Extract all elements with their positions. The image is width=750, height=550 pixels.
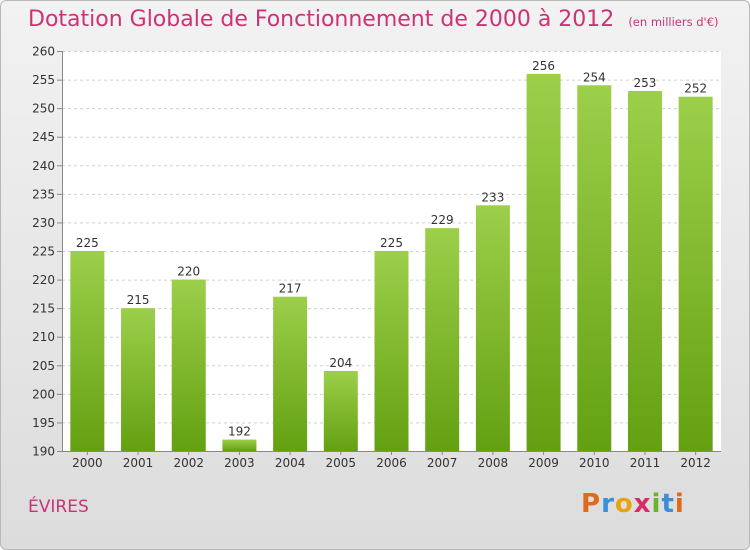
data-label-2001: 215 bbox=[127, 293, 150, 307]
x-tick-label-2007: 2007 bbox=[427, 456, 458, 470]
x-tick-label-2006: 2006 bbox=[376, 456, 407, 470]
logo-letter: r bbox=[601, 489, 615, 519]
proxiti-logo: Proxiti bbox=[581, 489, 685, 519]
bar-2002 bbox=[171, 279, 206, 451]
y-tick-label: 195 bbox=[32, 416, 55, 430]
y-tick-label: 220 bbox=[32, 273, 55, 287]
bar-2012 bbox=[678, 96, 713, 451]
data-label-2010: 254 bbox=[583, 70, 606, 84]
y-tick-label: 255 bbox=[32, 73, 55, 87]
data-label-2011: 253 bbox=[634, 76, 657, 90]
data-label-2007: 229 bbox=[431, 213, 454, 227]
bar-2000 bbox=[70, 251, 105, 451]
bar-2009 bbox=[526, 73, 561, 451]
y-tick-label: 225 bbox=[32, 245, 55, 259]
x-tick-label-2000: 2000 bbox=[72, 456, 103, 470]
y-tick-label: 200 bbox=[32, 387, 55, 401]
y-tick-label: 235 bbox=[32, 187, 55, 201]
y-tick-label: 190 bbox=[32, 445, 55, 459]
logo-letter: i bbox=[674, 489, 685, 519]
data-label-2008: 233 bbox=[481, 190, 504, 204]
logo-letter: t bbox=[661, 489, 675, 519]
x-tick-label-2004: 2004 bbox=[275, 456, 306, 470]
logo-letter: i bbox=[651, 489, 662, 519]
x-tick-label-2010: 2010 bbox=[579, 456, 610, 470]
y-tick-label: 260 bbox=[32, 45, 55, 59]
bar-2007 bbox=[425, 228, 460, 451]
y-tick-label: 230 bbox=[32, 216, 55, 230]
x-tick-label-2009: 2009 bbox=[528, 456, 559, 470]
bar-2004 bbox=[273, 296, 308, 451]
chart-unit: (en milliers d'€) bbox=[628, 15, 719, 29]
bar-2010 bbox=[577, 85, 612, 452]
data-label-2012: 252 bbox=[684, 82, 707, 96]
x-tick-label-2003: 2003 bbox=[224, 456, 255, 470]
logo-letter: P bbox=[581, 489, 602, 519]
bar-2003 bbox=[222, 439, 257, 451]
data-label-2000: 225 bbox=[76, 236, 99, 250]
bar-2005 bbox=[323, 371, 358, 451]
place-name: ÉVIRES bbox=[28, 497, 89, 517]
data-label-2009: 256 bbox=[532, 59, 555, 73]
bar-2008 bbox=[475, 205, 510, 451]
data-label-2006: 225 bbox=[380, 236, 403, 250]
y-tick-label: 240 bbox=[32, 159, 55, 173]
chart-title: Dotation Globale de Fonctionnement de 20… bbox=[28, 7, 615, 32]
data-label-2005: 204 bbox=[329, 356, 352, 370]
y-tick-label: 250 bbox=[32, 102, 55, 116]
data-label-2003: 192 bbox=[228, 425, 251, 439]
x-tick-label-2008: 2008 bbox=[478, 456, 509, 470]
logo-letter: o bbox=[614, 489, 634, 519]
x-tick-label-2005: 2005 bbox=[326, 456, 357, 470]
y-tick-label: 210 bbox=[32, 330, 55, 344]
bar-2006 bbox=[374, 251, 409, 451]
data-label-2004: 217 bbox=[279, 282, 302, 296]
y-tick-label: 205 bbox=[32, 359, 55, 373]
logo-letter: x bbox=[633, 489, 652, 519]
chart-title-block: Dotation Globale de Fonctionnement de 20… bbox=[28, 7, 719, 32]
bar-2011 bbox=[627, 91, 662, 451]
x-tick-label-2001: 2001 bbox=[123, 456, 154, 470]
y-tick-label: 245 bbox=[32, 130, 55, 144]
x-tick-label-2012: 2012 bbox=[680, 456, 711, 470]
bar-2001 bbox=[121, 308, 156, 451]
data-label-2002: 220 bbox=[177, 265, 200, 279]
x-tick-label-2011: 2011 bbox=[630, 456, 661, 470]
x-tick-label-2002: 2002 bbox=[173, 456, 204, 470]
y-tick-label: 215 bbox=[32, 302, 55, 316]
